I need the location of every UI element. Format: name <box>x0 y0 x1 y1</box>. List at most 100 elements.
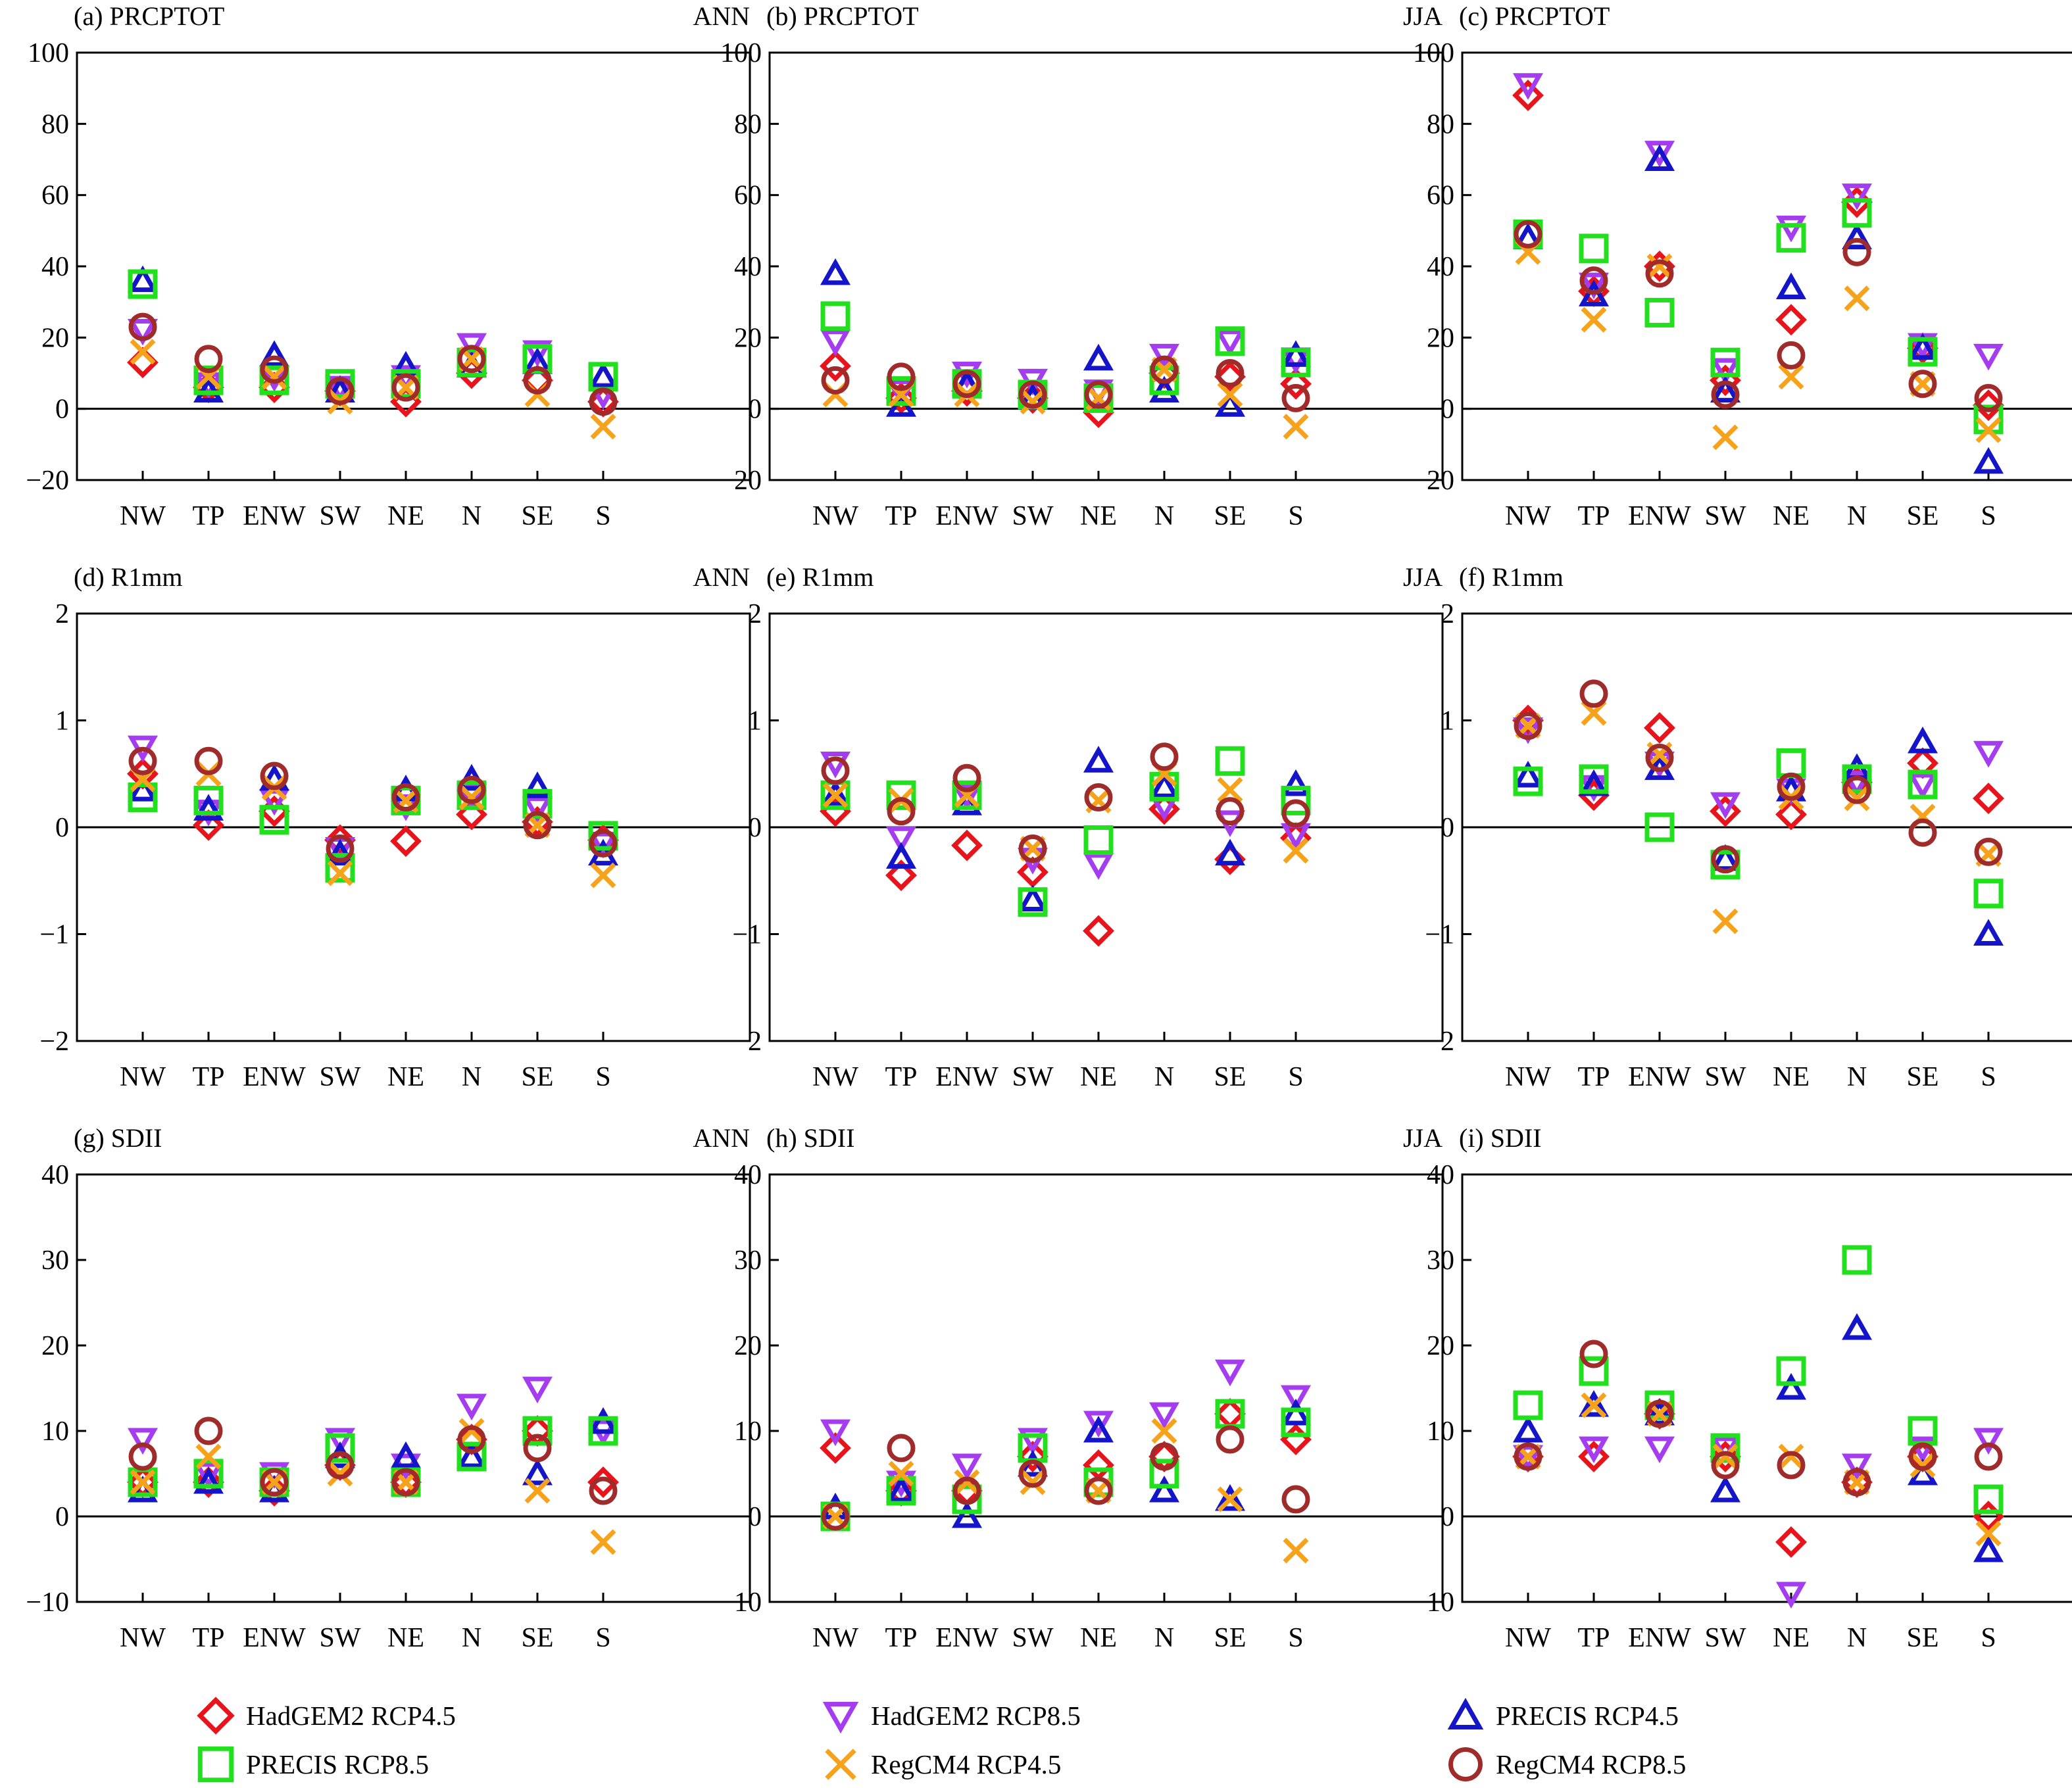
data-point <box>887 797 916 826</box>
data-point <box>1908 337 1938 367</box>
y-tick-label: 40 <box>41 252 69 282</box>
data-point <box>1512 80 1544 111</box>
x-tick-label: S <box>1981 1062 1996 1092</box>
data-point <box>1973 343 2004 371</box>
data-point <box>954 1469 980 1495</box>
x-tick-label: TP <box>885 1062 917 1092</box>
data-point <box>456 798 487 831</box>
data-point <box>589 387 618 416</box>
x-tick-label: NW <box>120 1062 166 1092</box>
plot-frame <box>1461 51 2072 481</box>
data-point <box>1844 785 1870 811</box>
data-point <box>128 312 157 341</box>
data-point <box>391 783 420 811</box>
data-point <box>1973 447 2004 474</box>
x-tick-label: NE <box>387 501 424 531</box>
data-point <box>260 761 289 790</box>
data-point <box>1083 915 1114 947</box>
x-tick-label: SW <box>1012 1623 1054 1653</box>
x-tick-label: NW <box>812 501 858 531</box>
data-point <box>588 821 618 851</box>
x-tick-label: NW <box>120 1623 166 1653</box>
x-tick-label: N <box>1154 1623 1174 1653</box>
y-tick-label: 40 <box>1427 1160 1454 1190</box>
panel-season: ANN <box>693 1123 750 1153</box>
data-point <box>1711 845 1740 874</box>
x-tick-label: SW <box>1012 501 1054 531</box>
data-point <box>522 1458 553 1486</box>
data-point <box>1712 1443 1739 1470</box>
x-tick-label: TP <box>192 1062 224 1092</box>
data-point <box>1777 772 1806 801</box>
data-point <box>885 382 917 414</box>
data-point <box>193 1462 224 1489</box>
data-point <box>390 825 422 858</box>
data-point <box>1710 358 1741 385</box>
data-point <box>820 258 851 285</box>
y-tick-label: 40 <box>734 252 762 282</box>
y-tick-label: 0 <box>748 395 762 425</box>
data-point <box>1018 380 1047 409</box>
data-point <box>1844 285 1870 312</box>
data-point <box>1579 679 1608 708</box>
y-tick-label: 60 <box>734 181 762 211</box>
y-tick-label: 10 <box>1427 1416 1454 1447</box>
x-tick-label: TP <box>192 501 224 531</box>
y-tick-label: −10 <box>718 1587 762 1618</box>
data-point <box>1710 844 1741 871</box>
data-point <box>1578 1441 1610 1472</box>
data-point <box>1581 1392 1607 1418</box>
data-point <box>1214 1398 1246 1430</box>
data-point <box>457 775 486 804</box>
chart-panel: (a) PRCPTOT ANN −20 0 20 40 60 80 100 NW TP ENW SW NE… <box>26 1 751 531</box>
data-point <box>457 1425 486 1454</box>
data-point <box>1017 856 1048 888</box>
data-point <box>522 771 553 798</box>
y-tick-label: −2 <box>1425 1027 1454 1057</box>
data-point <box>1020 389 1046 415</box>
data-point <box>456 1441 487 1472</box>
x-tick-label: NE <box>1080 1623 1117 1653</box>
y-tick-label: 20 <box>41 1331 69 1361</box>
data-point <box>456 333 487 360</box>
data-point <box>1842 764 1872 794</box>
data-point <box>1151 1418 1177 1444</box>
data-point <box>1017 884 1048 911</box>
data-point <box>523 811 552 840</box>
data-point <box>127 735 159 763</box>
data-point <box>193 365 224 395</box>
data-point <box>1710 792 1741 819</box>
y-tick-label: 60 <box>1427 181 1454 211</box>
plot-frame <box>76 1173 751 1603</box>
data-point <box>128 783 158 812</box>
data-point <box>1150 1442 1179 1471</box>
y-tick-label: −2 <box>732 1027 762 1057</box>
data-point <box>325 369 355 399</box>
data-point <box>1083 853 1114 880</box>
data-point <box>1644 297 1675 327</box>
data-point <box>1281 1485 1310 1514</box>
x-tick-label: NE <box>1080 1062 1117 1092</box>
data-point <box>1975 1520 2002 1547</box>
y-tick-label: 30 <box>41 1245 69 1276</box>
data-point <box>820 1419 851 1447</box>
data-point <box>1778 1443 1804 1470</box>
data-point <box>1283 414 1309 440</box>
data-point <box>822 782 849 808</box>
data-point <box>1973 1484 2004 1514</box>
data-point <box>590 862 616 888</box>
data-point <box>1579 764 1609 794</box>
panel-season: JJA <box>1403 562 1443 592</box>
legend-marker <box>822 1702 859 1734</box>
y-tick-label: 100 <box>28 38 69 68</box>
x-tick-label: NW <box>120 501 166 531</box>
data-point <box>259 365 289 395</box>
y-tick-label: 0 <box>1441 1502 1454 1532</box>
x-tick-label: NW <box>812 1623 858 1653</box>
plot-frame <box>768 1173 1444 1603</box>
data-point <box>522 344 553 374</box>
legend-marker <box>197 1746 234 1783</box>
data-point <box>887 362 916 391</box>
data-point <box>1283 838 1309 864</box>
panel-title: (g) SDII <box>74 1123 162 1153</box>
